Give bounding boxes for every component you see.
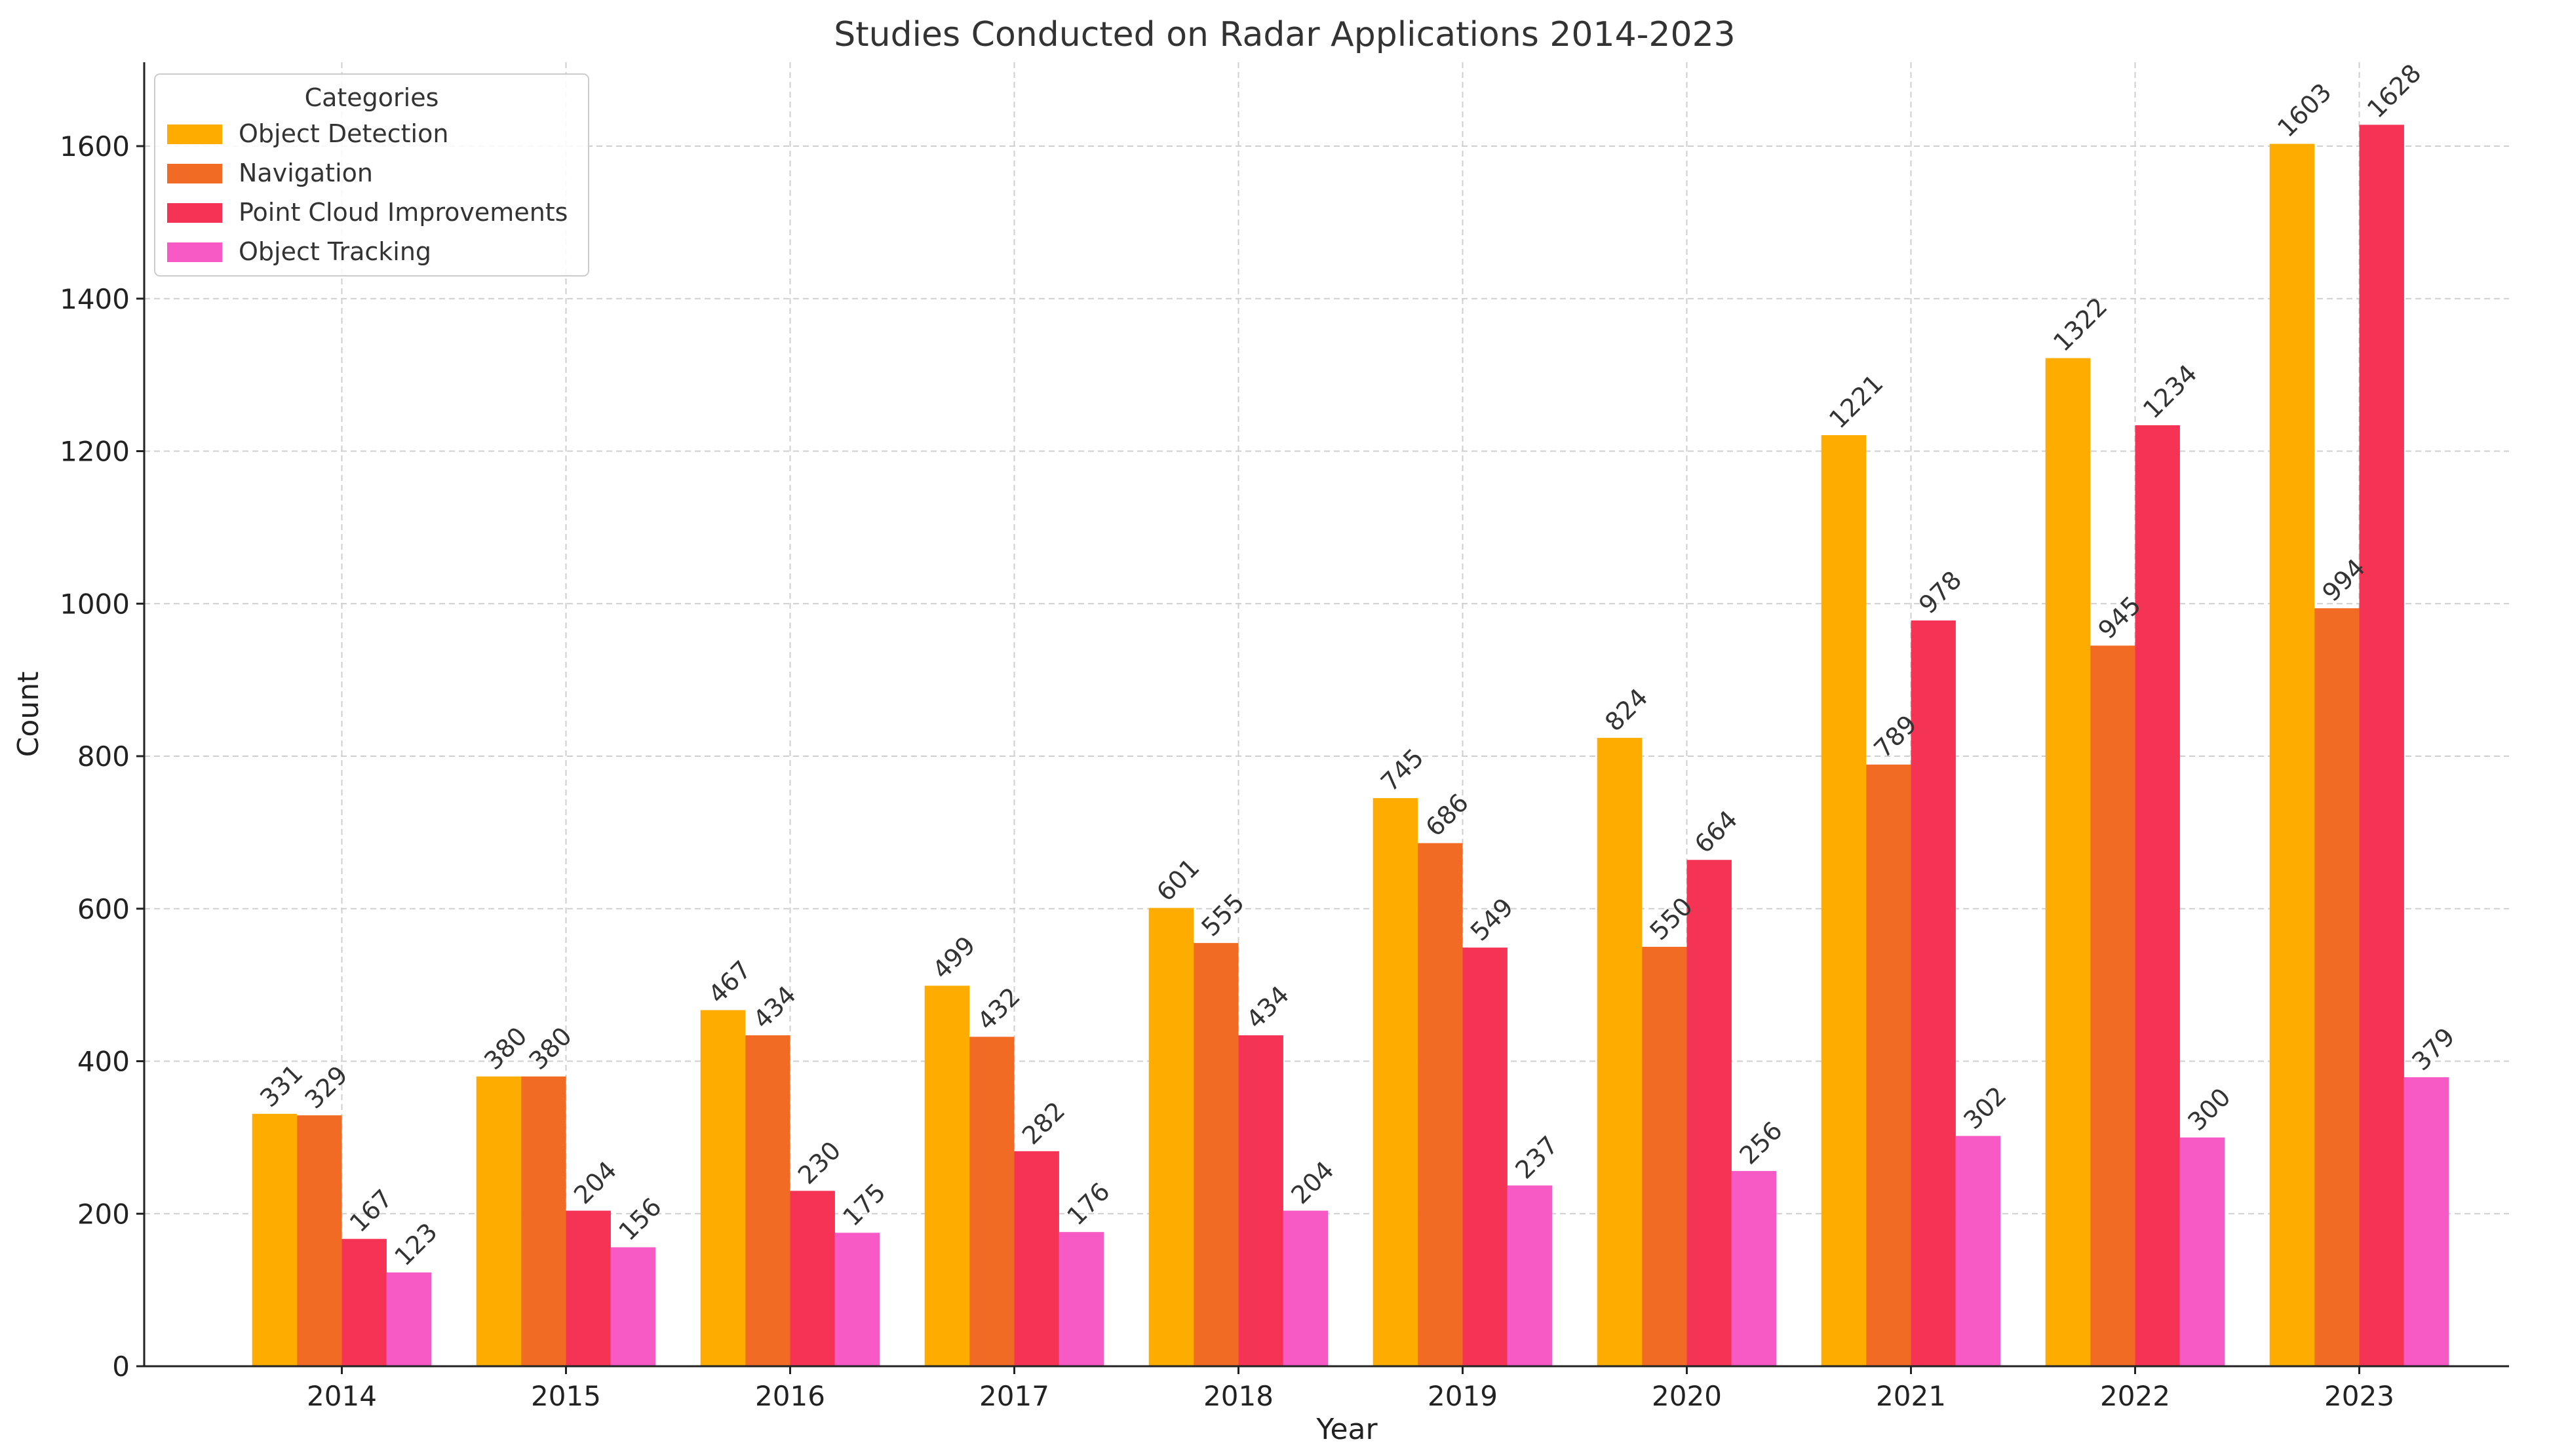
y-tick-label: 600 [77, 893, 130, 925]
x-tick-label: 2020 [1652, 1380, 1722, 1412]
bar-object-detection [1148, 908, 1194, 1366]
y-tick-label: 1200 [60, 436, 130, 468]
bar-object-detection [1821, 435, 1867, 1366]
bar-navigation [1194, 943, 1239, 1366]
x-tick-label: 2018 [1203, 1380, 1274, 1412]
bars [252, 125, 2449, 1367]
y-tick-label: 1000 [60, 588, 130, 620]
bar-object-detection [700, 1010, 746, 1366]
legend-label: Navigation [239, 159, 373, 187]
x-tick-label: 2019 [1428, 1380, 1498, 1412]
bar-object-tracking [386, 1272, 432, 1366]
y-tick-label: 1400 [60, 283, 130, 315]
bar-object-detection [476, 1076, 522, 1366]
bar-point-cloud-improvements [2135, 425, 2180, 1366]
x-axis-label: Year [1315, 1413, 1378, 1446]
bar-point-cloud-improvements [341, 1238, 387, 1366]
bar-object-detection [1373, 798, 1418, 1366]
legend-title: Categories [305, 83, 439, 112]
bar-point-cloud-improvements [1238, 1035, 1283, 1366]
bar-point-cloud-improvements [1462, 948, 1508, 1366]
legend-swatch [167, 125, 222, 144]
bar-navigation [521, 1076, 566, 1366]
bar-point-cloud-improvements [566, 1210, 611, 1366]
bar-navigation [1642, 946, 1687, 1366]
bar-object-tracking [1731, 1171, 1777, 1366]
bar-point-cloud-improvements [2359, 125, 2404, 1367]
bar-object-tracking [610, 1247, 656, 1366]
x-tick-label: 2015 [531, 1380, 601, 1412]
bar-object-detection [252, 1113, 298, 1366]
x-tick-label: 2014 [307, 1380, 377, 1412]
bar-navigation [2314, 608, 2360, 1366]
bar-object-tracking [1507, 1185, 1553, 1366]
y-tick-label: 1600 [60, 130, 130, 163]
x-tick-label: 2023 [2324, 1380, 2394, 1412]
bar-navigation [2090, 645, 2135, 1366]
bar-object-tracking [1059, 1232, 1104, 1366]
bar-navigation [745, 1035, 790, 1366]
legend-label: Point Cloud Improvements [239, 198, 568, 227]
legend-label: Object Detection [239, 119, 448, 148]
bar-object-detection [2269, 144, 2315, 1366]
bar-object-detection [2045, 358, 2091, 1366]
bar-navigation [1418, 843, 1463, 1366]
bar-object-tracking [1955, 1136, 2001, 1366]
bar-point-cloud-improvements [1014, 1151, 1059, 1366]
legend: Categories Object Detection Navigation Poi… [154, 73, 589, 277]
y-tick-label: 400 [77, 1046, 130, 1078]
bar-navigation [1866, 764, 1911, 1366]
y-tick-label: 800 [77, 740, 130, 773]
bar-object-tracking [2179, 1137, 2225, 1366]
legend-swatch [167, 164, 222, 183]
y-axis-label: Count [12, 672, 45, 757]
bar-object-tracking [2404, 1077, 2449, 1366]
chart-title: Studies Conducted on Radar Applications … [834, 15, 1736, 54]
y-tick-label: 200 [77, 1198, 130, 1230]
bar-navigation [969, 1037, 1015, 1366]
bar-point-cloud-improvements [790, 1191, 835, 1366]
bar-object-detection [1597, 738, 1643, 1366]
bar-object-tracking [1283, 1210, 1329, 1366]
bar-point-cloud-improvements [1686, 860, 1732, 1366]
bar-object-tracking [834, 1233, 880, 1366]
bar-navigation [297, 1115, 342, 1366]
x-tick-label: 2022 [2100, 1380, 2170, 1412]
legend-label: Object Tracking [239, 237, 431, 266]
x-tick-label: 2021 [1876, 1380, 1946, 1412]
legend-swatch [167, 203, 222, 223]
legend-swatch [167, 242, 222, 262]
bar-object-detection [924, 986, 970, 1366]
bar-point-cloud-improvements [1911, 620, 1956, 1366]
axes: 0 200 400 600 800 1000 1200 1400 1600 2014 2015 201… [60, 62, 2509, 1412]
x-tick-label: 2017 [979, 1380, 1049, 1412]
x-tick-label: 2016 [755, 1380, 825, 1412]
legend-items: Object Detection Navigation Point Cloud Im… [167, 119, 568, 266]
legend-frame [154, 73, 589, 277]
y-tick-label: 0 [112, 1351, 130, 1383]
